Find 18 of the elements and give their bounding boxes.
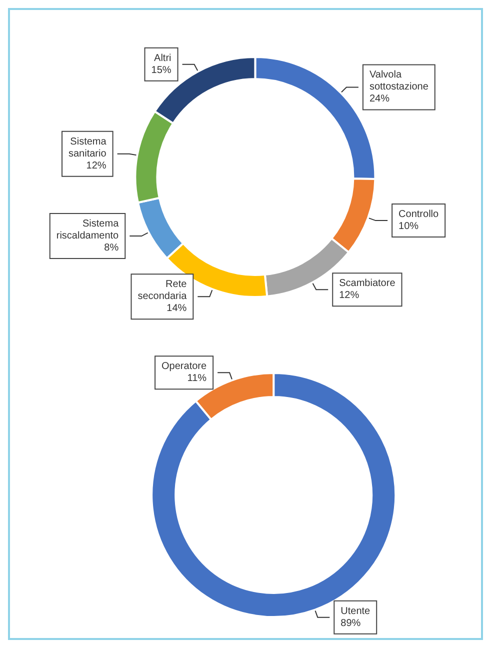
slice-label: Valvola sottostazione [369, 70, 429, 93]
slice-label: Controllo [398, 209, 440, 220]
data-label: 15% [151, 64, 172, 76]
data-label: 89% [340, 618, 361, 629]
slice-label: Sistema riscaldamento [56, 218, 120, 242]
data-label: 24% [369, 94, 390, 105]
data-label: 8% [104, 242, 119, 254]
data-label: 11% [187, 373, 207, 384]
slice-label: Rete secondaria [138, 279, 188, 302]
slice-label: Altri [154, 52, 172, 64]
data-label: 12% [86, 160, 106, 172]
slice-label: Sistema sanitario [68, 136, 107, 160]
slice-label: Scambiatore [339, 278, 396, 290]
slice-label: Utente [340, 606, 371, 617]
data-label: 10% [398, 221, 419, 232]
data-label: 12% [339, 290, 360, 302]
slice-label: Operatore [162, 361, 207, 372]
data-label: 14% [166, 303, 187, 314]
